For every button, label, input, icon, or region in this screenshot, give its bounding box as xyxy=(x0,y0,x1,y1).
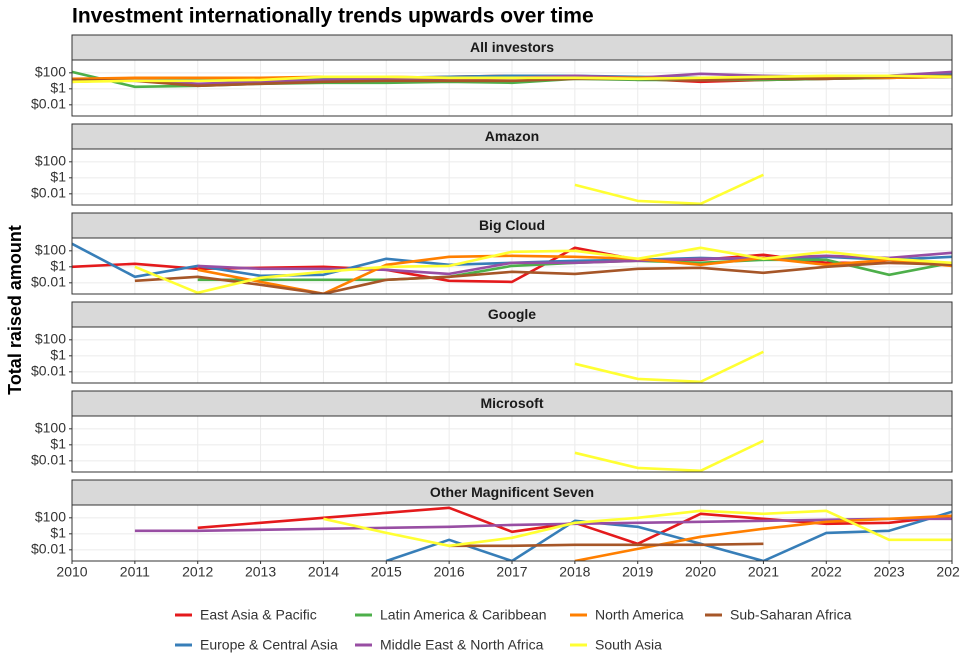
y-tick-label: $100 xyxy=(35,64,66,80)
series-line xyxy=(574,439,764,472)
x-tick-label: 2020 xyxy=(685,564,716,580)
facet-strip xyxy=(71,479,953,506)
x-tick-label: 2017 xyxy=(496,564,527,580)
series-line xyxy=(197,251,952,276)
y-tick-label: $0.01 xyxy=(31,96,66,112)
x-tick-label: 2012 xyxy=(182,564,213,580)
y-tick-label: $1 xyxy=(50,525,66,541)
x-tick-label: 2015 xyxy=(371,564,402,580)
panel-border xyxy=(71,59,953,117)
x-tick-label: 2023 xyxy=(874,564,905,580)
facet-lines xyxy=(72,242,952,294)
facet-title: Google xyxy=(488,306,536,322)
series-line xyxy=(574,514,952,561)
series-line xyxy=(574,173,764,205)
series-line xyxy=(134,246,952,294)
series-line xyxy=(574,350,764,383)
y-tick-label: $0.01 xyxy=(31,363,66,379)
facet-title: Amazon xyxy=(485,128,539,144)
facet-title: Microsoft xyxy=(481,395,544,411)
x-tick-label: 2016 xyxy=(434,564,465,580)
panel-border xyxy=(71,148,953,206)
y-tick-label: $0.01 xyxy=(31,541,66,557)
x-tick-label: 2018 xyxy=(559,564,590,580)
y-tick-label: $1 xyxy=(50,436,66,452)
x-tick-label: 2011 xyxy=(120,564,150,580)
x-tick-label: 2019 xyxy=(622,564,653,580)
series-line xyxy=(134,517,952,533)
facet-lines xyxy=(72,70,952,89)
facet-lines xyxy=(134,506,952,561)
x-tick-label: 2014 xyxy=(308,564,339,580)
y-tick-label: $100 xyxy=(35,420,66,436)
series-line xyxy=(323,509,952,548)
x-tick-label: 2022 xyxy=(811,564,842,580)
legend-label: Latin America & Caribbean xyxy=(380,607,547,623)
panel-border xyxy=(71,326,953,384)
series-line xyxy=(72,74,952,88)
series-line xyxy=(134,261,952,294)
facet-title: All investors xyxy=(470,39,554,55)
y-tick-label: $1 xyxy=(50,347,66,363)
facet-strip xyxy=(71,390,953,417)
y-tick-label: $0.01 xyxy=(31,452,66,468)
y-tick-label: $100 xyxy=(35,331,66,347)
y-tick-label: $1 xyxy=(50,169,66,185)
panel-border xyxy=(71,415,953,473)
legend-label: South Asia xyxy=(595,637,662,653)
series-line xyxy=(72,74,952,84)
legend-label: Sub-Saharan Africa xyxy=(730,607,852,623)
legend-label: East Asia & Pacific xyxy=(200,607,317,623)
y-tick-label: $1 xyxy=(50,258,66,274)
facet-strip xyxy=(71,34,953,61)
x-tick-label: 2013 xyxy=(245,564,276,580)
facet-lines xyxy=(574,439,764,472)
y-tick-label: $100 xyxy=(35,153,66,169)
legend-label: Europe & Central Asia xyxy=(200,637,338,653)
y-axis-title: Total raised amount xyxy=(5,225,25,395)
series-line xyxy=(449,542,764,548)
legend-label: Middle East & North Africa xyxy=(380,637,544,653)
chart-title: Investment internationally trends upward… xyxy=(72,5,594,28)
series-line xyxy=(385,510,952,561)
y-tick-label: $0.01 xyxy=(31,185,66,201)
x-tick-label: 2024 xyxy=(936,564,960,580)
legend-label: North America xyxy=(595,607,684,623)
y-tick-label: $0.01 xyxy=(31,274,66,290)
facet-strip xyxy=(71,212,953,239)
x-tick-label: 2010 xyxy=(56,564,87,580)
facet-lines xyxy=(574,173,764,205)
y-tick-label: $100 xyxy=(35,242,66,258)
facet-lines xyxy=(574,350,764,383)
x-tick-label: 2021 xyxy=(748,564,779,580)
y-tick-label: $100 xyxy=(35,509,66,525)
facet-title: Big Cloud xyxy=(479,217,545,233)
panel-border xyxy=(71,237,953,295)
facet-title: Other Magnificent Seven xyxy=(430,484,594,500)
y-tick-label: $1 xyxy=(50,80,66,96)
